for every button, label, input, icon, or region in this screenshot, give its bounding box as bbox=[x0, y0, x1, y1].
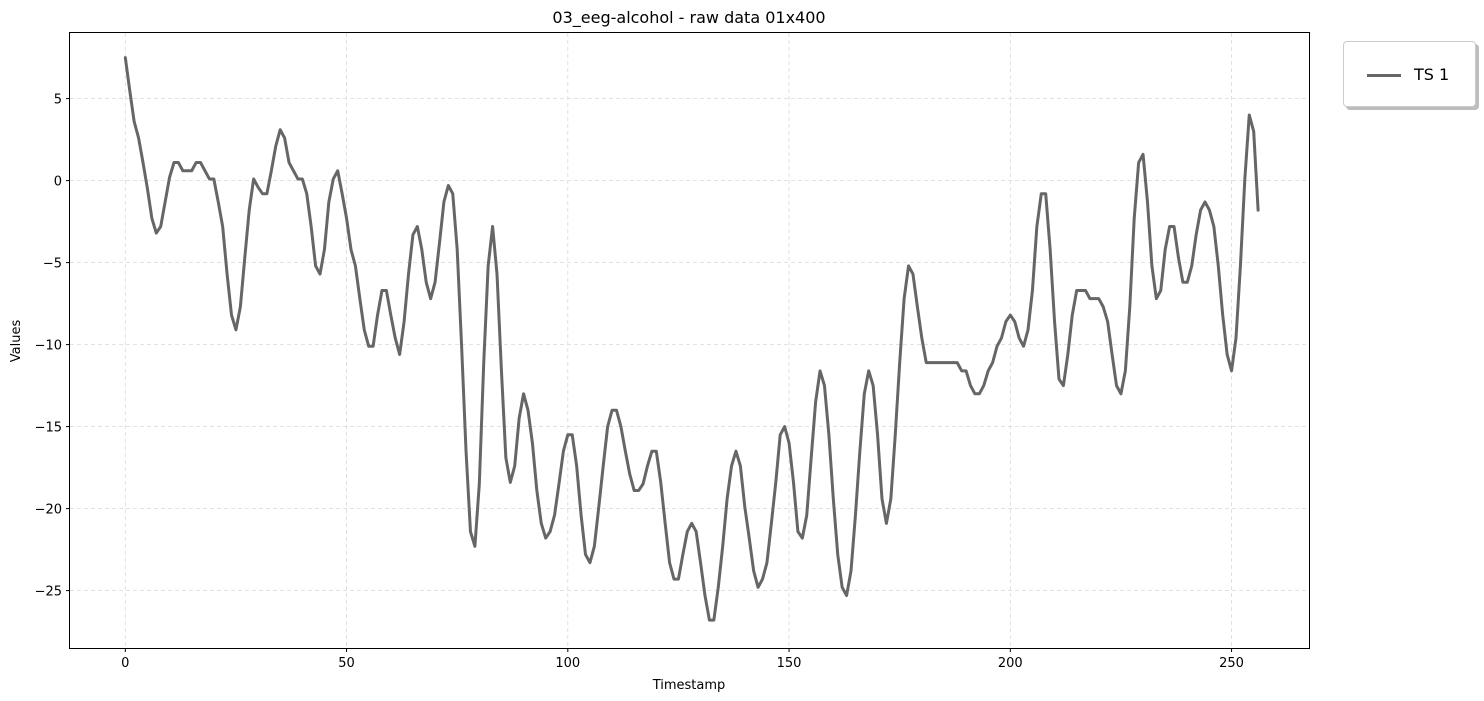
chart-title: 03_eeg-alcohol - raw data 01x400 bbox=[552, 8, 825, 28]
legend-label-ts1: TS 1 bbox=[1414, 65, 1450, 84]
x-tick-label: 150 bbox=[777, 656, 802, 671]
x-tick-label: 50 bbox=[338, 656, 355, 671]
series-layer bbox=[123, 56, 1260, 622]
y-axis: 5 0 −5 −10 −15 −20 −25 bbox=[35, 93, 70, 600]
y-tick-label: −20 bbox=[35, 503, 62, 518]
y-tick-label: −5 bbox=[43, 257, 62, 272]
legend-swatch-ts1 bbox=[1367, 74, 1401, 77]
y-tick-label: 5 bbox=[54, 93, 62, 108]
y-tick-label: 0 bbox=[54, 175, 62, 190]
x-tick-label: 250 bbox=[1219, 656, 1244, 671]
x-axis-label: Timestamp bbox=[652, 678, 726, 693]
y-tick-label: −10 bbox=[35, 339, 62, 354]
series-line-ts1 bbox=[123, 56, 1260, 622]
y-tick-label: −25 bbox=[35, 585, 62, 600]
plot-area-frame bbox=[69, 32, 1310, 649]
x-axis: 0 50 100 150 200 250 bbox=[121, 648, 1244, 671]
y-tick-label: −15 bbox=[35, 421, 62, 436]
x-tick-label: 0 bbox=[121, 656, 129, 671]
y-axis-label: Values bbox=[9, 320, 24, 363]
grid-lines bbox=[70, 33, 1309, 648]
legend: TS 1 bbox=[1343, 41, 1476, 107]
x-tick-label: 100 bbox=[555, 656, 580, 671]
x-tick-label: 200 bbox=[998, 656, 1023, 671]
